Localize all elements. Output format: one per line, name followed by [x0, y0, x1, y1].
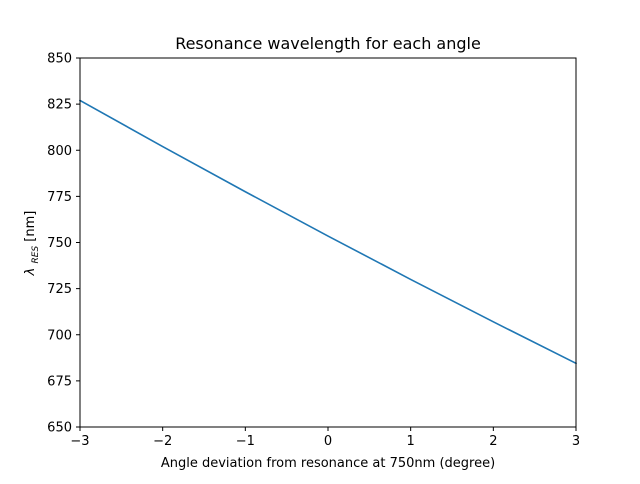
x-tick-label: −1 — [236, 434, 255, 449]
plot-area — [78, 99, 578, 365]
chart-title: Resonance wavelength for each angle — [175, 34, 481, 53]
y-axis-label-unit: [nm] — [23, 211, 38, 242]
x-tick-label: 3 — [572, 434, 580, 449]
y-tick-label: 675 — [47, 374, 72, 389]
x-tick-label: −2 — [153, 434, 172, 449]
x-tick-label: 1 — [407, 434, 415, 449]
y-axis-label-symbol: λ — [23, 268, 38, 277]
x-tick-label: 2 — [489, 434, 497, 449]
y-tick-label: 725 — [47, 282, 72, 297]
y-tick-label: 750 — [47, 236, 72, 251]
y-tick-label: 775 — [47, 190, 72, 205]
y-axis-label-subscript: RES — [31, 246, 41, 264]
axis-ticks: −3 −2 −1 0 1 2 3 650 675 700 725 750 775 800 825 850 — [47, 52, 580, 450]
x-tick-label: 0 — [324, 434, 332, 449]
y-tick-label: 700 — [47, 328, 72, 343]
y-tick-label: 850 — [47, 52, 72, 67]
x-axis-label: Angle deviation from resonance at 750nm … — [161, 456, 495, 471]
series-line — [78, 99, 578, 365]
y-tick-label: 825 — [47, 98, 72, 113]
axes-frame — [79, 57, 577, 428]
x-tick-label: −3 — [70, 434, 89, 449]
y-tick-label: 800 — [47, 144, 72, 159]
y-axis-label: λ RES [nm] — [23, 211, 42, 277]
y-tick-label: 650 — [47, 421, 72, 436]
